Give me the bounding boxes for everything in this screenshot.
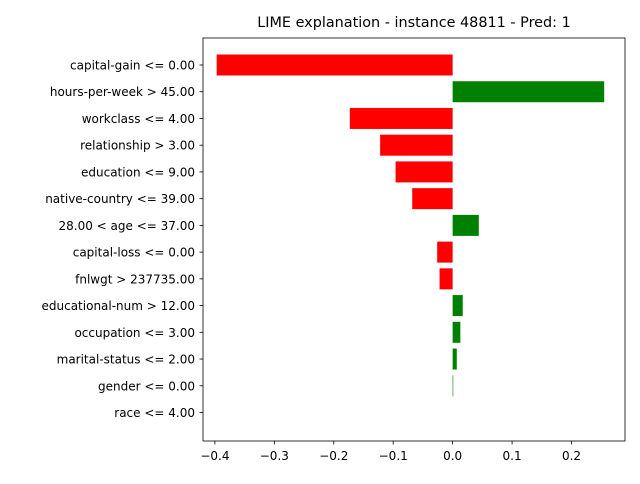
y-tick-label-6: 28.00 < age <= 37.00 <box>59 219 195 233</box>
y-tick-label-7: capital-loss <= 0.00 <box>73 246 195 260</box>
y-tick-label-1: hours-per-week > 45.00 <box>50 85 195 99</box>
y-tick-label-10: occupation <= 3.00 <box>74 326 195 340</box>
y-tick-label-2: workclass <= 4.00 <box>82 112 195 126</box>
y-tick-label-8: fnlwgt > 237735.00 <box>75 272 195 286</box>
bar-11 <box>453 349 457 370</box>
y-tick-label-5: native-country <= 39.00 <box>45 192 195 206</box>
y-tick-label-3: relationship > 3.00 <box>80 139 195 153</box>
bar-4 <box>396 161 453 182</box>
bars-layer <box>217 55 605 424</box>
y-tick-label-0: capital-gain <= 0.00 <box>70 59 195 73</box>
y-tick-label-9: educational-num > 12.00 <box>42 299 196 313</box>
chart-title: LIME explanation - instance 48811 - Pred… <box>257 15 571 31</box>
x-tick-label-6: 0.2 <box>562 449 581 463</box>
y-tick-label-13: race <= 4.00 <box>114 406 195 420</box>
x-tick-label-2: −0.2 <box>319 449 348 463</box>
x-tick-label-4: 0.0 <box>443 449 462 463</box>
bar-2 <box>350 108 453 129</box>
bar-7 <box>437 242 452 263</box>
y-tick-label-4: education <= 9.00 <box>81 165 195 179</box>
bar-8 <box>440 268 453 289</box>
x-tick-label-5: 0.1 <box>503 449 522 463</box>
bar-5 <box>412 188 452 209</box>
bar-9 <box>453 295 463 316</box>
y-tick-label-11: marital-status <= 2.00 <box>57 353 195 367</box>
x-tick-label-0: −0.4 <box>200 449 229 463</box>
y-tick-label-12: gender <= 0.00 <box>98 379 195 393</box>
bar-10 <box>453 322 461 343</box>
bar-3 <box>380 135 453 156</box>
bar-1 <box>453 81 605 102</box>
bar-6 <box>453 215 479 236</box>
bar-12 <box>453 375 454 396</box>
x-tick-label-3: −0.1 <box>379 449 408 463</box>
bar-0 <box>217 55 453 76</box>
x-tick-label-1: −0.3 <box>260 449 289 463</box>
